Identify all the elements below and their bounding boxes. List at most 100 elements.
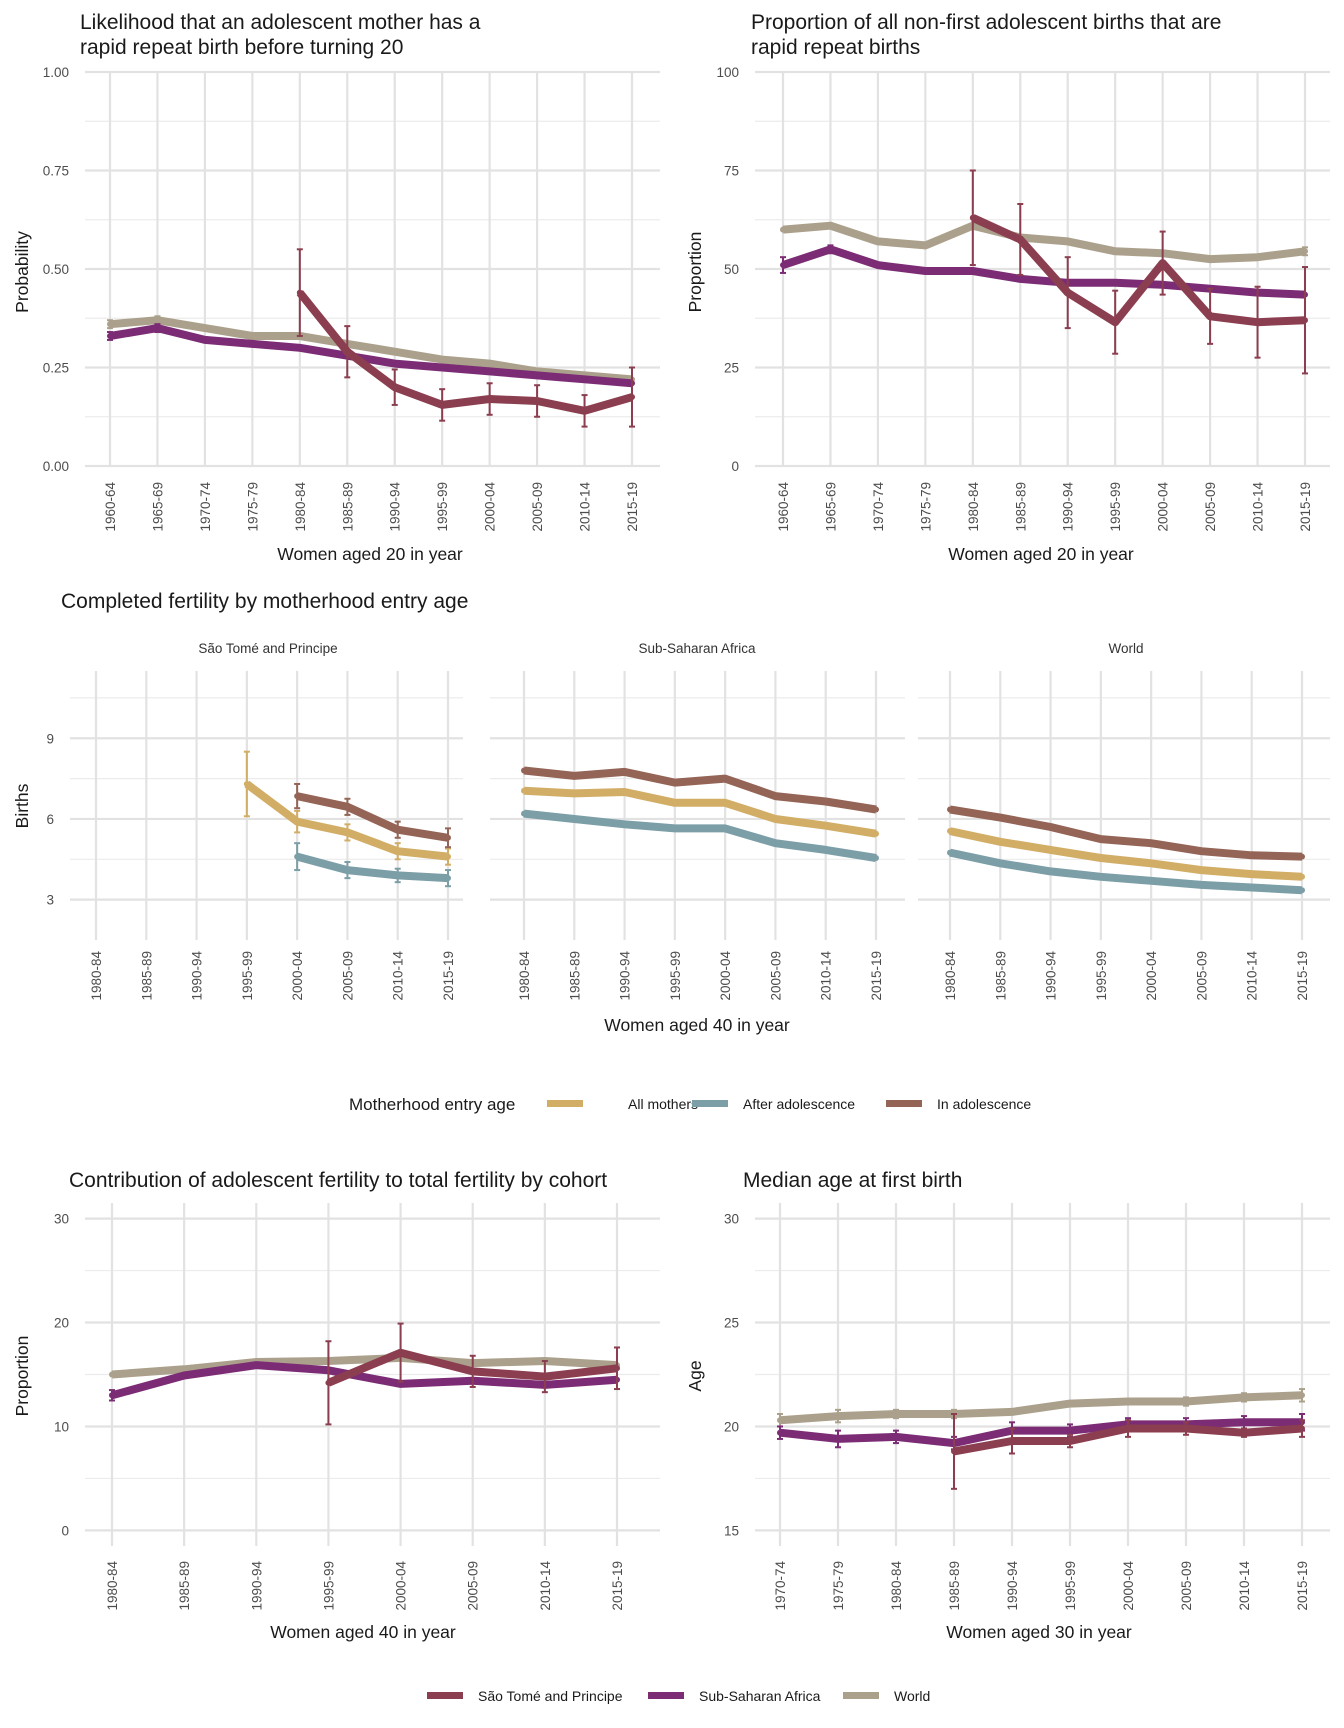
facet-2: 1980-84 1985-89 1990-94 1995-99 2000-04 2005-… [918,671,1330,1001]
data-point [445,875,451,882]
series-line [109,324,633,388]
series-line [523,809,877,862]
x-tick-label: 2000-04 [718,951,733,1001]
chart-title: Median age at first birth [743,1169,962,1192]
data-point [873,854,879,861]
x-tick-label: 2010-14 [538,1561,553,1611]
x-tick-label: 1995-99 [435,482,450,532]
y-tick-label: 10 [54,1419,69,1434]
x-tick-label: 1980-84 [89,951,104,1001]
data-point [294,818,301,825]
data-point [486,396,493,403]
x-tick-label: 2000-04 [1144,951,1159,1001]
x-tick-label: 1975-79 [245,482,260,532]
x-tick-label: 2015-19 [610,1561,625,1611]
x-tick-label: 1965-69 [823,482,838,532]
series-line [296,290,634,415]
data-point [777,1429,783,1436]
y-tick-label: 9 [46,731,54,746]
data-point [772,815,779,822]
data-point [827,222,834,229]
data-point [722,799,729,806]
x-tick-label: 1995-99 [321,1561,336,1611]
data-point [1302,317,1308,324]
data-point [397,1349,404,1356]
x-tick-label: 1990-94 [388,482,403,532]
legend-label-world: World [894,1688,930,1704]
data-point [1207,256,1214,263]
x-tick-label: 1960-64 [103,482,118,532]
x-tick-label: 2010-14 [1237,1561,1252,1611]
data-point [722,775,729,782]
data-point [1299,873,1305,880]
x-tick-label: 2015-19 [1298,482,1313,532]
data-point [154,317,161,324]
data-point [344,867,351,874]
series-line [782,221,1306,264]
chart-title-line-1: Proportion of all non-first adolescent b… [751,11,1221,34]
y-tick-label: 0.50 [43,262,69,277]
y-tick-label: 15 [724,1523,739,1538]
x-tick-label: 1985-89 [947,1561,962,1611]
facet-1: 1980-84 1985-89 1990-94 1995-99 2000-04 2005-… [490,671,905,1001]
series-line [523,786,877,838]
legend-motherhood-entry-age: Motherhood entry age All mothers After a… [349,1095,1031,1114]
data-point [780,226,786,233]
data-point [822,822,829,829]
data-point [521,787,527,794]
data-point [243,780,250,787]
x-tick-label: 1975-79 [918,482,933,532]
data-point [1159,260,1166,267]
y-tick-label: 75 [724,164,739,179]
y-tick-label: 25 [724,1316,739,1331]
data-point [181,1366,188,1373]
data-point [822,846,829,853]
x-axis-label: Women aged 20 in year [948,544,1134,564]
data-point [997,838,1004,845]
x-tick-label: 2005-09 [1203,482,1218,532]
data-point [835,1435,841,1442]
y-tick-label: 20 [54,1316,69,1331]
plot-area: 0 25 50 75 100 1960-64 1965-69 1970-74 1975-79 19… [716,65,1330,532]
data-point [1047,846,1054,853]
data-point [874,262,881,269]
x-tick-label: 2005-09 [768,951,783,1001]
x-tick-label: 2015-19 [1295,1561,1310,1611]
data-point [772,840,779,847]
data-point [181,1372,188,1379]
data-point [107,321,113,328]
x-tick-label: 1970-74 [198,482,213,532]
data-point [107,332,113,339]
data-point [1125,1398,1131,1405]
x-axis-label: Women aged 40 in year [604,1015,790,1035]
x-axis-label: Women aged 40 in year [270,1622,456,1642]
y-tick-label: 25 [724,361,739,376]
data-point [201,336,208,343]
data-point [873,806,879,813]
data-point [969,267,976,274]
y-axis-label: Proportion [685,232,705,313]
data-point [1299,1392,1305,1399]
x-tick-label: 1995-99 [1108,482,1123,532]
chart-median-age-first-birth: Median age at first birth 15 20 25 30 1970-7… [685,1169,1330,1642]
x-tick-label: 2000-04 [290,951,305,1001]
data-point [1064,289,1071,296]
x-tick-label: 2005-09 [1179,1561,1194,1611]
y-axis-label: Births [12,783,32,828]
data-point [1067,1427,1073,1434]
data-point [344,348,351,355]
x-axis-label: Women aged 30 in year [946,1622,1132,1642]
y-tick-label: 100 [716,65,739,80]
data-point [1067,1400,1073,1407]
data-point [947,849,953,856]
x-tick-label: 2005-09 [466,1561,481,1611]
data-point [1299,887,1305,894]
data-point [1241,1394,1247,1401]
legend-swatch-all-mothers [547,1100,583,1107]
data-point [1009,1408,1015,1415]
data-point [1183,1425,1189,1432]
data-point [391,384,398,391]
data-point [469,1368,476,1375]
x-tick-label: 1985-89 [340,482,355,532]
